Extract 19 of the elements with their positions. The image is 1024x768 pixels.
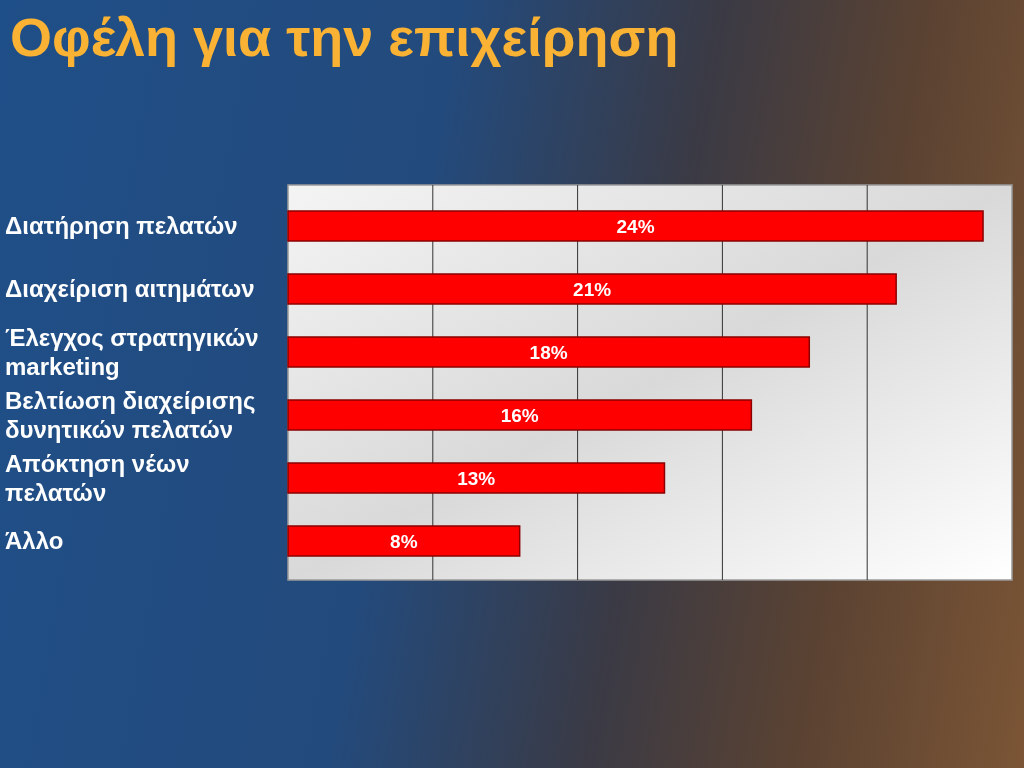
y-tick-label: Άλλο: [5, 527, 64, 555]
bar: [287, 273, 897, 305]
y-tick-label: Απόκτηση νέων πελατών: [5, 449, 190, 506]
bar: [287, 336, 811, 368]
data-label: 13%: [457, 467, 496, 489]
bar: [287, 525, 521, 557]
data-label: 16%: [500, 404, 539, 426]
data-label: 24%: [616, 215, 655, 237]
y-tick-label: Διαχείριση αιτημάτων: [5, 275, 255, 303]
chart-title: Οφέλη για την επιχείρηση: [10, 7, 679, 67]
bar: [287, 399, 753, 431]
data-label: 8%: [390, 530, 418, 552]
data-label: 18%: [529, 341, 568, 363]
y-tick-label: Έλεγχος στρατηγικών marketing: [5, 323, 259, 380]
bar: [287, 462, 666, 494]
y-tick-label: Βελτίωση διαχείρισης δυνητικών πελατών: [5, 386, 256, 443]
y-tick-label: Διατήρηση πελατών: [5, 212, 238, 240]
data-label: 21%: [573, 278, 612, 300]
bar: [287, 210, 984, 242]
